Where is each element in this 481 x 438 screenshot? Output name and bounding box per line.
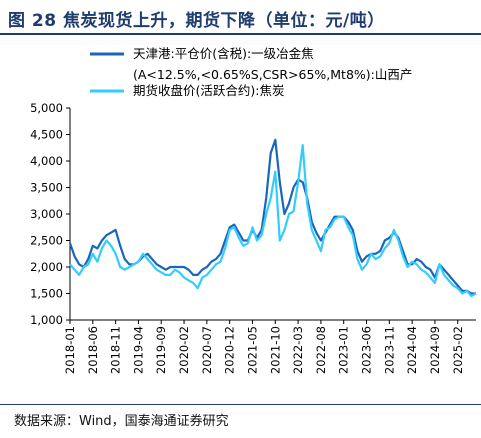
- x-tick-label: 2023-11: [382, 326, 396, 374]
- legend-label-spot-line2: (A<12.5%,<0.65%S,CSR>65%,Mt8%):山西产: [133, 67, 412, 82]
- x-tick-label: 2018-01: [63, 326, 77, 374]
- x-tick-label: 2018-06: [86, 326, 100, 374]
- legend-label-futures: 期货收盘价(活跃合约):焦炭: [133, 83, 284, 98]
- x-tick-label: 2022-03: [291, 326, 305, 374]
- y-axis-ticks: 1,000 1,500 2,000 2,500 3,000 3,500 4,000 4,500…: [30, 101, 70, 327]
- x-tick-label: 2023-06: [360, 326, 374, 374]
- x-tick-label: 2019-09: [154, 326, 168, 374]
- y-tick-label: 2,000: [30, 260, 63, 274]
- chart-title: 图 28 焦炭现货上升，期货下降（单位：元/吨）: [8, 11, 385, 31]
- y-tick-label: 4,500: [30, 128, 63, 142]
- y-tick-label: 1,000: [30, 313, 63, 327]
- x-tick-label: 2023-01: [337, 326, 351, 374]
- x-tick-label: 2021-10: [268, 326, 282, 374]
- x-tick-label: 2020-07: [200, 326, 214, 374]
- series-layer: [68, 138, 477, 298]
- line-chart: 天津港:平仓价(含税):一级冶金焦 (A<12.5%,<0.65%S,CSR>6…: [30, 46, 477, 374]
- y-tick-label: 2,500: [30, 234, 63, 248]
- y-tick-label: 5,000: [30, 101, 63, 115]
- x-tick-label: 2022-08: [314, 326, 328, 374]
- x-tick-label: 2018-11: [109, 326, 123, 374]
- x-tick-label: 2020-02: [177, 326, 191, 374]
- x-tick-label: 2024-04: [405, 326, 419, 374]
- y-tick-label: 3,000: [30, 207, 63, 221]
- x-tick-label: 2019-04: [131, 326, 145, 374]
- source-divider: [0, 404, 481, 405]
- series-line-spot-price: [68, 138, 476, 295]
- x-tick-label: 2024-09: [428, 326, 442, 374]
- y-tick-label: 3,500: [30, 181, 63, 195]
- x-tick-label: 2021-05: [245, 326, 259, 374]
- y-tick-label: 4,000: [30, 154, 63, 168]
- x-axis-ticks: 2018-01 2018-06 2018-11 2019-04 2019-09 2020-…: [63, 320, 465, 374]
- x-tick-label: 2020-12: [223, 326, 237, 374]
- title-divider: [0, 33, 481, 35]
- legend-label-spot-line1: 天津港:平仓价(含税):一级冶金焦: [133, 46, 314, 61]
- source-note: 数据来源：Wind，国泰海通证券研究: [14, 414, 229, 429]
- series-line-futures-price: [69, 143, 477, 298]
- y-tick-label: 1,500: [30, 287, 63, 301]
- x-tick-label: 2025-02: [451, 326, 465, 374]
